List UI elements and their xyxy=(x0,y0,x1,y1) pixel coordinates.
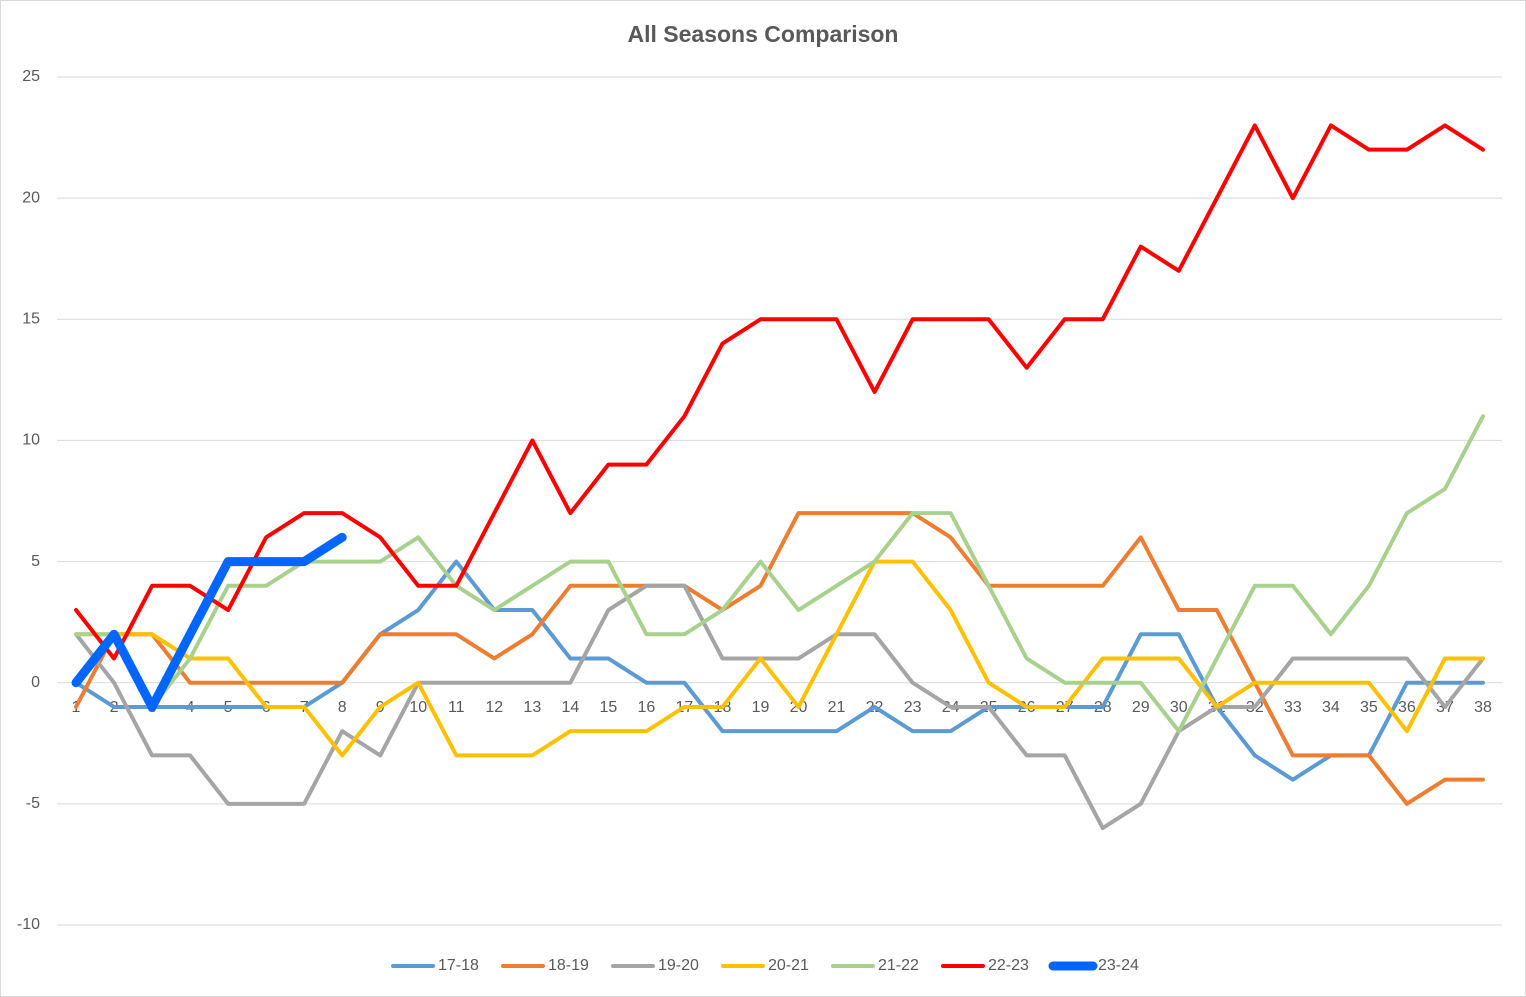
x-tick-label: 38 xyxy=(1474,699,1492,716)
x-tick-label: 16 xyxy=(638,699,656,716)
x-tick-label: 35 xyxy=(1360,699,1378,716)
series-line xyxy=(74,123,1485,661)
series-line xyxy=(74,511,1485,806)
x-tick-label: 12 xyxy=(485,699,503,716)
y-tick-label: -5 xyxy=(26,795,40,812)
x-tick-label: 11 xyxy=(448,699,465,716)
legend-label: 21-22 xyxy=(878,957,919,974)
x-tick-label: 23 xyxy=(904,699,922,716)
y-tick-label: 25 xyxy=(22,68,40,85)
series-line xyxy=(71,532,347,712)
legend-label: 17-18 xyxy=(438,957,479,974)
x-tick-label: 8 xyxy=(338,699,347,716)
legend-label: 23-24 xyxy=(1098,957,1139,974)
x-tick-label: 15 xyxy=(599,699,617,716)
legend-label: 19-20 xyxy=(658,957,699,974)
x-tick-label: 19 xyxy=(752,699,770,716)
legend-label: 22-23 xyxy=(988,957,1029,974)
x-tick-label: 36 xyxy=(1398,699,1416,716)
y-tick-label: 0 xyxy=(31,674,40,691)
x-tick-label: 13 xyxy=(523,699,541,716)
y-tick-label: 10 xyxy=(22,432,40,449)
chart-title: All Seasons Comparison xyxy=(628,21,899,47)
legend-label: 18-19 xyxy=(548,957,589,974)
x-tick-label: 10 xyxy=(409,699,427,716)
x-tick-label: 21 xyxy=(828,699,846,716)
x-tick-label: 34 xyxy=(1322,699,1340,716)
y-tick-label: 15 xyxy=(22,311,40,328)
x-tick-label: 30 xyxy=(1170,699,1188,716)
x-tick-label: 29 xyxy=(1132,699,1150,716)
y-tick-label: 5 xyxy=(31,553,40,570)
x-tick-label: 14 xyxy=(561,699,579,716)
y-tick-label: 20 xyxy=(22,189,40,206)
y-tick-label: -10 xyxy=(17,916,40,933)
series-line xyxy=(74,559,1485,782)
legend-label: 20-21 xyxy=(768,957,809,974)
series-line xyxy=(74,583,1485,831)
series-line xyxy=(74,559,1485,758)
x-tick-label: 33 xyxy=(1284,699,1302,716)
